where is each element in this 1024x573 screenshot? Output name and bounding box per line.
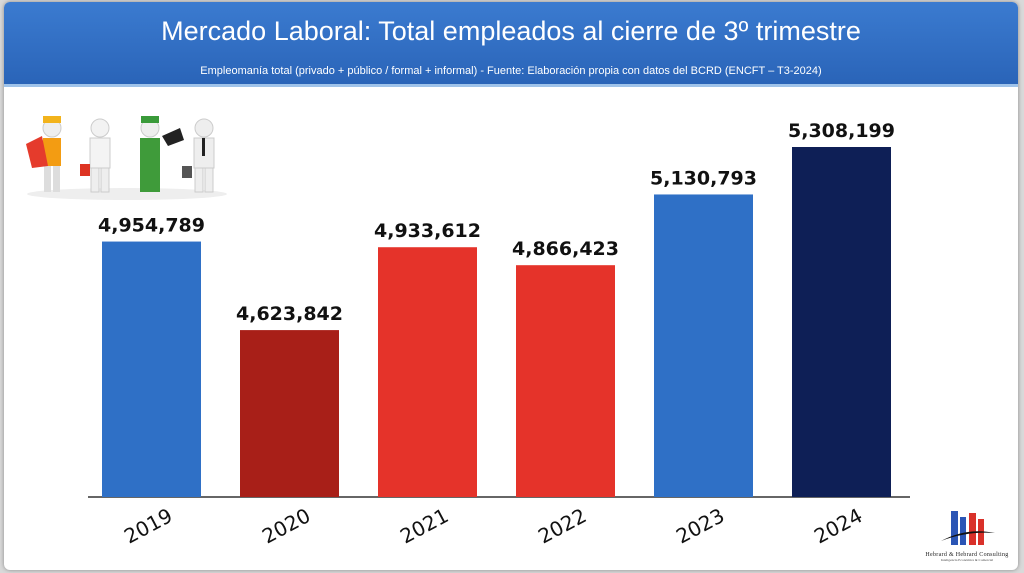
company-logo: Hebrard & Hebrard Consulting Inteligenci… xyxy=(922,507,1012,562)
bar-2022 xyxy=(516,265,615,497)
bar-2020 xyxy=(240,330,339,497)
data-label: 4,866,423 xyxy=(512,238,619,260)
workers-illustration-icon xyxy=(26,116,227,200)
data-label: 4,623,842 xyxy=(236,303,343,325)
logo-buildings-icon xyxy=(941,511,995,545)
chart-subtitle: Empleomanía total (privado + público / f… xyxy=(200,65,822,77)
x-tick-label: 2023 xyxy=(672,503,728,548)
bar-2021 xyxy=(378,247,477,497)
data-label: 5,308,199 xyxy=(788,120,895,142)
x-tick-label: 2024 xyxy=(810,503,866,548)
bar-2024 xyxy=(792,147,891,497)
data-label: 4,933,612 xyxy=(374,220,481,242)
chart-card: Mercado Laboral: Total empleados al cier… xyxy=(4,2,1018,570)
x-tick-label: 2019 xyxy=(120,503,176,548)
bar-chart: 4,954,789 2019 4,623,842 2020 4,933,612 2021 4… xyxy=(88,120,910,548)
data-label: 4,954,789 xyxy=(98,215,205,237)
x-tick-label: 2020 xyxy=(258,503,314,548)
logo-name: Hebrard & Hebrard Consulting xyxy=(925,552,1009,558)
chart-title: Mercado Laboral: Total empleados al cier… xyxy=(161,16,861,46)
logo-tagline: Inteligencia Económica & Comercial xyxy=(940,558,994,562)
x-tick-label: 2022 xyxy=(534,503,590,548)
data-label: 5,130,793 xyxy=(650,167,757,189)
bar-2019 xyxy=(102,241,201,497)
bar-2023 xyxy=(654,194,753,497)
x-tick-label: 2021 xyxy=(396,503,452,548)
header: Mercado Laboral: Total empleados al cier… xyxy=(4,2,1018,87)
